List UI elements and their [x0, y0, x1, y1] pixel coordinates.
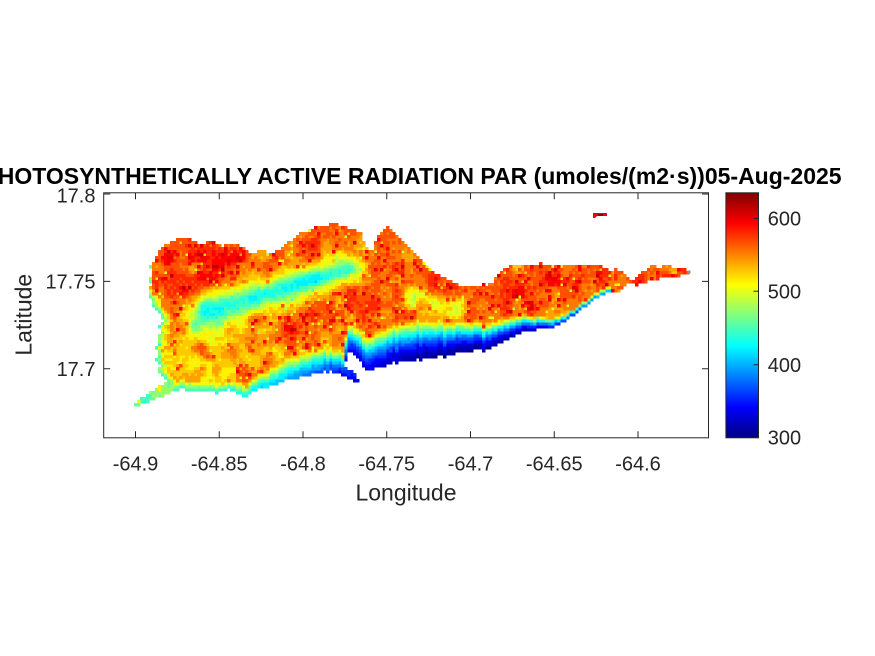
- svg-text:-64.65: -64.65: [526, 454, 583, 476]
- svg-text:-64.6: -64.6: [615, 454, 661, 476]
- svg-text:400: 400: [768, 355, 801, 377]
- svg-text:300: 300: [768, 428, 801, 450]
- svg-text:600: 600: [768, 209, 801, 231]
- svg-text:-64.85: -64.85: [191, 454, 248, 476]
- svg-text:17.8: 17.8: [57, 186, 96, 208]
- svg-text:17.7: 17.7: [57, 359, 96, 381]
- svg-text:-64.75: -64.75: [358, 454, 415, 476]
- svg-text:17.75: 17.75: [45, 272, 95, 294]
- svg-text:-64.7: -64.7: [448, 454, 494, 476]
- svg-text:500: 500: [768, 281, 801, 303]
- svg-text:Longitude: Longitude: [355, 479, 456, 505]
- svg-text:-64.9: -64.9: [113, 454, 159, 476]
- svg-text:Latitude: Latitude: [11, 274, 37, 356]
- svg-text:-64.8: -64.8: [280, 454, 326, 476]
- svg-text:PHOTOSYNTHETICALLY ACTIVE RADI: PHOTOSYNTHETICALLY ACTIVE RADIATION PAR …: [0, 163, 842, 189]
